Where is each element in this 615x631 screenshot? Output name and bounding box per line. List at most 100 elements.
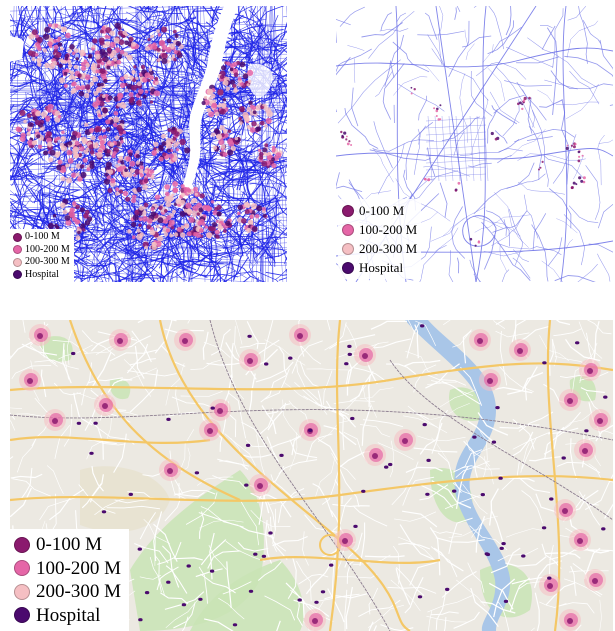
service-zone (239, 349, 261, 371)
road (10, 148, 287, 158)
road (10, 195, 39, 207)
road (10, 34, 287, 40)
service-zone-dot (117, 30, 124, 36)
service-zone-dot (245, 202, 251, 208)
street (86, 441, 120, 460)
road (30, 173, 81, 191)
road (10, 172, 19, 180)
road (339, 6, 365, 27)
map-panel-dense-roads[interactable]: 0-100 M 100-200 M 200-300 M Hospital (10, 6, 287, 282)
service-zone-dot (247, 69, 254, 76)
road (273, 194, 287, 216)
street (304, 514, 340, 534)
road (88, 254, 117, 269)
service-zone-dot (201, 100, 206, 106)
road (181, 6, 183, 11)
road (208, 214, 213, 272)
legend-item: 0-100 M (13, 231, 70, 244)
service-zone-dot (348, 140, 351, 143)
service-zone-dot (84, 74, 91, 81)
service-zone-dot (139, 165, 144, 170)
service-zone-dot (208, 206, 213, 211)
service-zone-dot (454, 189, 458, 192)
service-cluster (103, 149, 155, 204)
service-zone-dot (190, 199, 195, 204)
street (114, 499, 149, 504)
service-zone-dot (134, 209, 140, 215)
service-zone-dot (262, 147, 268, 153)
road (102, 267, 107, 282)
road (175, 263, 208, 278)
service-zone-dot (521, 107, 524, 111)
service-zone-dot (246, 106, 252, 113)
road (191, 251, 250, 265)
legend-item: 100-200 M (342, 220, 417, 239)
service-zone-dot (128, 152, 133, 157)
service-zone-dot (147, 78, 151, 83)
legend-label: 200-300 M (359, 241, 418, 256)
service-zone-dot (220, 108, 226, 115)
road (272, 6, 284, 282)
service-zone-dot (31, 57, 36, 61)
service-zone-dot (75, 57, 79, 61)
road (483, 235, 496, 270)
service-zone-dot (86, 167, 91, 172)
road (541, 260, 563, 282)
legend-swatch-icon (14, 536, 30, 553)
street (512, 428, 558, 450)
service-zone-dot (521, 103, 524, 106)
service-zone-dot (539, 166, 542, 169)
hospital-marker (601, 527, 606, 531)
street (443, 617, 447, 631)
street (332, 503, 370, 507)
road (276, 146, 287, 153)
service-zone-dot (37, 144, 43, 150)
street (202, 331, 209, 360)
service-zone-dot (114, 22, 121, 29)
zone-0-100 (102, 403, 108, 409)
service-zone-dot (222, 152, 228, 157)
street (11, 365, 52, 380)
road (222, 243, 232, 260)
road (147, 200, 161, 209)
street (558, 602, 595, 614)
hospital-marker (244, 483, 249, 487)
hospital-marker (420, 324, 425, 328)
service-zone-dot (68, 211, 76, 218)
street (49, 488, 85, 521)
service-zone-dot (37, 46, 42, 52)
service-zone-dot (43, 150, 49, 156)
service-zone-dot (433, 107, 436, 110)
road (448, 250, 454, 282)
hospital-marker (480, 493, 485, 497)
road (95, 6, 99, 28)
service-zone-dot (266, 110, 273, 118)
road (192, 6, 199, 58)
street (425, 159, 487, 164)
service-zone-dot (124, 88, 129, 93)
zone-0-100 (52, 418, 58, 424)
road (86, 258, 104, 282)
service-zone-dot (184, 147, 191, 154)
road (37, 6, 42, 20)
hospital-marker (210, 406, 215, 410)
road (550, 70, 613, 89)
map-panel-main-roads[interactable]: 0-100 M 100-200 M 200-300 M Hospital (336, 6, 613, 282)
street (10, 473, 43, 479)
street (78, 484, 116, 514)
road (155, 273, 165, 279)
map-panel-basemap[interactable]: 0-100 M 100-200 M 200-300 M Hospital (10, 320, 613, 631)
street (490, 547, 521, 574)
service-zone-dot (571, 187, 574, 190)
road (150, 185, 157, 199)
road (277, 77, 287, 87)
service-zone-dot (578, 155, 581, 158)
service-zone-dot (193, 186, 199, 192)
street (87, 377, 123, 384)
service-zone-dot (566, 144, 569, 147)
street (198, 566, 208, 604)
road (10, 33, 287, 52)
service-zone-dot (46, 131, 52, 137)
street (241, 421, 267, 448)
service-zone-dot (135, 76, 139, 80)
